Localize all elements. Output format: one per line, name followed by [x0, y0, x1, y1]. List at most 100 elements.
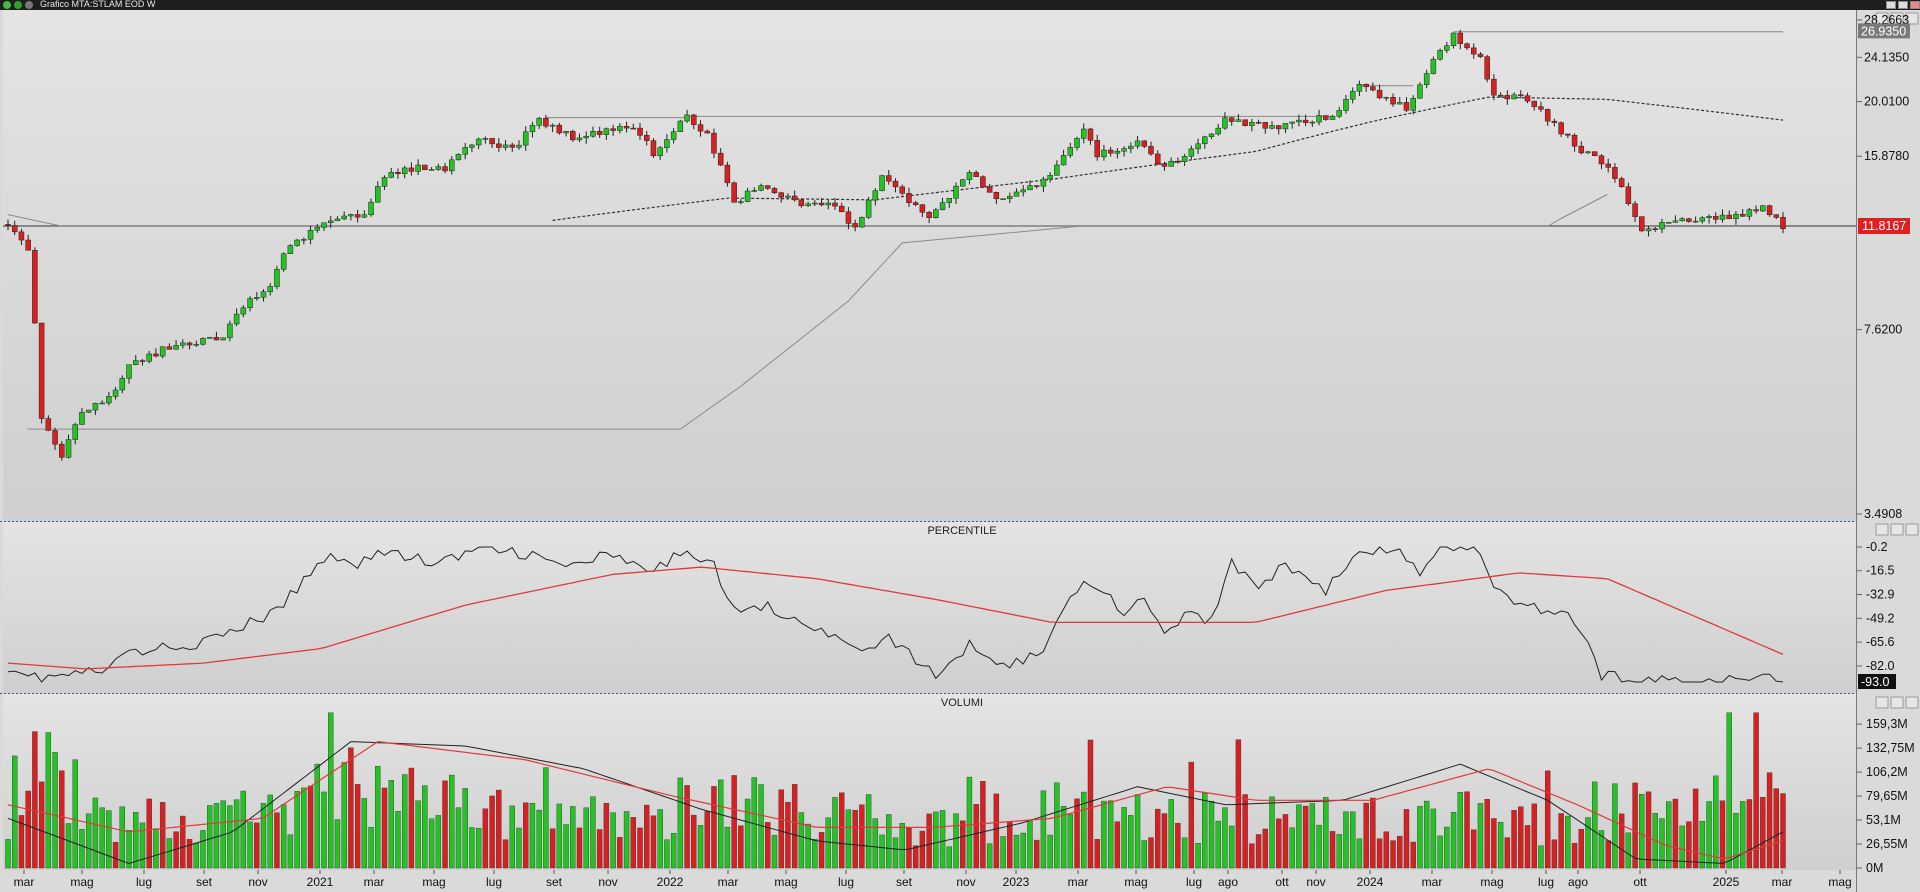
candle-down[interactable]: [1464, 43, 1470, 49]
volume-bar-up[interactable]: [1013, 834, 1020, 869]
volume-bar-down[interactable]: [1504, 837, 1511, 869]
candle-up[interactable]: [1349, 90, 1356, 100]
volume-bar-down[interactable]: [1255, 834, 1262, 869]
volume-bar-up[interactable]: [233, 799, 240, 869]
volume-bar-up[interactable]: [986, 843, 993, 869]
volume-bar-down[interactable]: [644, 804, 650, 869]
candle-down[interactable]: [623, 125, 630, 129]
candle-up[interactable]: [1343, 98, 1349, 111]
candle-up[interactable]: [1336, 110, 1342, 117]
candle-up[interactable]: [1645, 228, 1652, 232]
candle-up[interactable]: [247, 298, 253, 309]
candle-down[interactable]: [838, 205, 845, 213]
volume-bar-up[interactable]: [85, 813, 92, 869]
candle-down[interactable]: [1491, 78, 1497, 96]
candle-up[interactable]: [933, 209, 939, 218]
candle-up[interactable]: [946, 197, 953, 203]
candle-up[interactable]: [1719, 214, 1726, 220]
candle-up[interactable]: [536, 117, 542, 126]
candle-down[interactable]: [798, 199, 805, 207]
candle-down[interactable]: [1094, 140, 1100, 158]
volume-bar-down[interactable]: [650, 815, 657, 869]
candle-up[interactable]: [227, 323, 233, 339]
volume-bar-up[interactable]: [1000, 836, 1006, 869]
candle-up[interactable]: [274, 269, 280, 287]
volume-bar-up[interactable]: [1081, 791, 1087, 869]
volume-bar-down[interactable]: [1397, 835, 1403, 869]
candle-down[interactable]: [704, 130, 710, 134]
volume-bar-up[interactable]: [1107, 800, 1114, 869]
candle-up[interactable]: [859, 217, 865, 228]
candle-up[interactable]: [1430, 58, 1437, 74]
candle-layer[interactable]: [5, 29, 1786, 461]
candle-up[interactable]: [1672, 220, 1679, 223]
candle-down[interactable]: [45, 418, 52, 431]
volume-bar-down[interactable]: [1087, 739, 1094, 869]
volume-bar-up[interactable]: [1101, 800, 1107, 869]
candle-up[interactable]: [321, 222, 327, 228]
candle-up[interactable]: [1202, 136, 1208, 145]
candle-up[interactable]: [966, 172, 973, 180]
candle-down[interactable]: [1484, 56, 1490, 80]
candle-down[interactable]: [1470, 47, 1477, 55]
volume-bar-down[interactable]: [765, 822, 771, 869]
candle-down[interactable]: [765, 185, 771, 189]
candle-up[interactable]: [1679, 218, 1685, 222]
candle-up[interactable]: [603, 128, 610, 135]
candle-up[interactable]: [99, 402, 105, 405]
candle-down[interactable]: [166, 346, 173, 350]
volume-bar-up[interactable]: [845, 809, 852, 869]
candle-down[interactable]: [1148, 146, 1154, 155]
volume-bar-down[interactable]: [502, 839, 509, 869]
candle-down[interactable]: [1275, 125, 1282, 130]
volume-bar-up[interactable]: [280, 804, 287, 869]
candle-up[interactable]: [85, 409, 92, 413]
candle-up[interactable]: [1195, 143, 1201, 150]
candle-up[interactable]: [92, 403, 99, 411]
volume-bar-up[interactable]: [388, 780, 394, 869]
volume-bar-up[interactable]: [1699, 820, 1706, 869]
volume-bar-down[interactable]: [1155, 808, 1161, 869]
candle-down[interactable]: [778, 192, 784, 198]
volume-bar-up[interactable]: [1195, 843, 1201, 869]
candle-up[interactable]: [1659, 222, 1665, 230]
candle-down[interactable]: [489, 138, 495, 145]
candle-up[interactable]: [348, 214, 354, 217]
candle-up[interactable]: [401, 167, 408, 175]
candle-down[interactable]: [1323, 115, 1329, 120]
volume-bar-down[interactable]: [818, 832, 825, 869]
candle-down[interactable]: [496, 143, 502, 148]
volume-bar-down[interactable]: [1114, 821, 1121, 869]
candle-up[interactable]: [327, 220, 334, 223]
volume-bar-down[interactable]: [791, 784, 798, 869]
volume-bar-down[interactable]: [1242, 794, 1248, 869]
candle-up[interactable]: [879, 175, 885, 191]
volume-bar-up[interactable]: [717, 779, 724, 869]
volume-bar-up[interactable]: [1538, 845, 1544, 869]
volume-bar-down[interactable]: [354, 784, 361, 869]
candle-up[interactable]: [455, 154, 462, 161]
candle-up[interactable]: [106, 396, 112, 404]
candle-up[interactable]: [428, 169, 435, 171]
candle-down[interactable]: [1390, 97, 1396, 105]
volume-bar-down[interactable]: [1007, 822, 1013, 869]
volume-bar-down[interactable]: [1686, 821, 1692, 869]
volume-bar-up[interactable]: [422, 785, 428, 869]
volume-bar-up[interactable]: [1497, 821, 1504, 869]
volume-bar-up[interactable]: [872, 818, 879, 869]
volume-bar-up[interactable]: [368, 826, 374, 869]
candle-down[interactable]: [570, 131, 576, 141]
volume-bar-down[interactable]: [1780, 793, 1786, 869]
candle-down[interactable]: [1518, 94, 1524, 97]
candle-up[interactable]: [1733, 213, 1739, 220]
volume-bar-down[interactable]: [1746, 799, 1753, 869]
candle-up[interactable]: [280, 253, 287, 270]
volume-bar-down[interactable]: [38, 781, 45, 869]
volume-bar-down[interactable]: [1544, 770, 1551, 869]
candle-up[interactable]: [482, 138, 489, 140]
volume-bar-up[interactable]: [1343, 811, 1349, 869]
volume-bar-down[interactable]: [274, 812, 280, 869]
volume-bar-up[interactable]: [1296, 804, 1302, 869]
volume-bar-down[interactable]: [1605, 840, 1611, 869]
candle-up[interactable]: [1007, 196, 1013, 199]
